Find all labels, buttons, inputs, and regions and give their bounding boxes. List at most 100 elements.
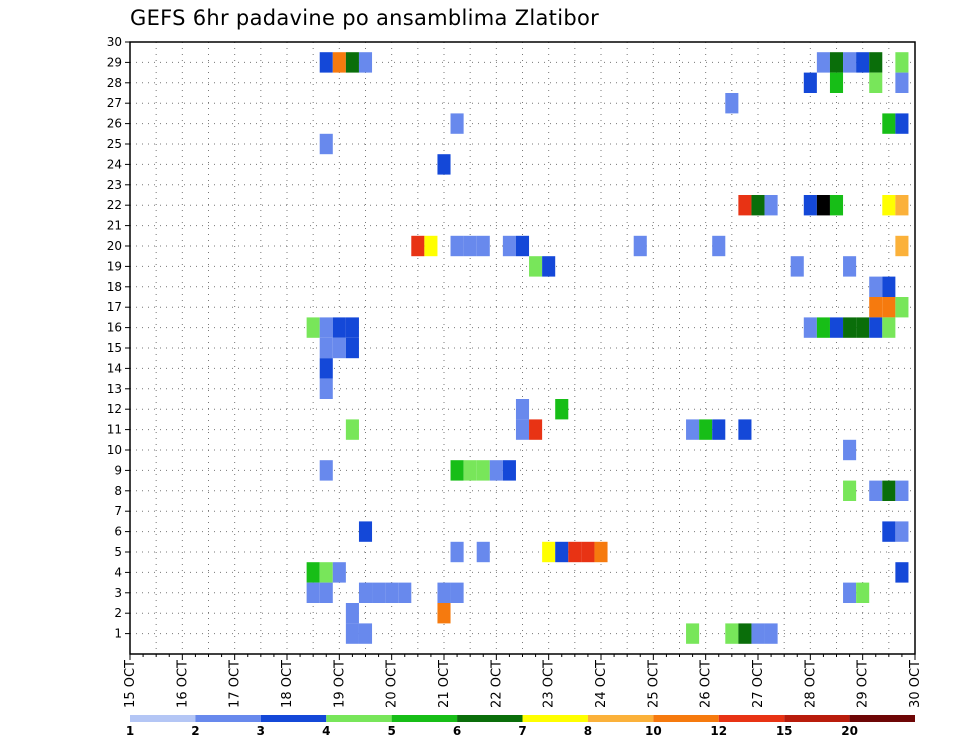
heatmap-cell [358,623,373,644]
heatmap-cell [555,399,569,420]
x-tick-label: 20 OCT [385,660,400,708]
heatmap-cell [856,582,870,603]
legend-color-swatch [718,715,785,722]
heatmap-cell [686,623,700,644]
heatmap-cell [555,541,569,563]
y-tick-label: 26 [107,117,122,131]
y-tick-label: 14 [107,361,122,375]
y-tick-label: 1 [114,627,122,641]
heatmap-cell [895,113,909,134]
x-tick-label: 16 OCT [175,660,190,708]
heatmap-cell [502,235,516,257]
heatmap-cell [843,439,857,461]
heatmap-cell [816,195,830,216]
heatmap-cell [882,480,896,501]
heatmap-cell [594,541,608,563]
heatmap-cell [738,195,752,216]
heatmap-cell [568,541,582,563]
heatmap-cell [319,337,333,359]
x-tick-label: 19 OCT [332,660,347,708]
x-tick-label: 29 OCT [856,660,871,708]
legend-label: 7 [518,724,526,738]
legend-color-swatch [391,715,458,722]
heatmap-cell [450,582,464,603]
heatmap-cell [424,235,438,257]
y-tick-label: 6 [114,525,122,539]
heatmap-cell [542,256,556,277]
heatmap-cell [319,582,333,603]
heatmap-cell [829,317,844,338]
heatmap-cell [319,52,333,73]
heatmap-cell [856,52,870,73]
heatmap-cell [633,235,647,257]
heatmap-cell [869,480,883,501]
heatmap-cell [437,603,451,624]
heatmap-cell [869,297,883,318]
y-tick-label: 28 [107,76,122,90]
heatmap-cell [319,317,333,338]
heatmap-cell [738,623,752,644]
heatmap-cell [345,419,359,440]
heatmap-cell [345,623,359,644]
heatmap-cell [751,195,765,216]
heatmap-cell [319,133,333,155]
heatmap-cell [843,582,857,603]
heatmap-cell [882,276,896,297]
heatmap-cell [515,235,530,257]
cells-layer [306,52,909,644]
legend-label: 1 [126,724,134,738]
y-tick-label: 17 [107,300,122,314]
heatmap-cell [882,113,896,134]
heatmap-cell [712,235,726,257]
colorbar-legend: 1 2 3 4 5 6 7 8 10 12 15 20 [126,715,915,738]
x-tick-label: 15 OCT [123,660,138,708]
heatmap-cell [895,480,909,501]
heatmap-cell [751,623,765,644]
heatmap-cell [476,541,490,563]
legend-label: 5 [387,724,395,738]
heatmap-cell [895,52,909,73]
heatmap-cell [306,562,320,583]
legend-color-swatch [195,715,261,722]
heatmap-cell [332,317,346,338]
x-tick-label: 22 OCT [489,660,504,708]
x-tick-label: 27 OCT [751,660,766,708]
heatmap-cell [450,113,464,134]
heatmap-cell [856,317,870,338]
heatmap-cell [790,256,804,277]
heatmap-cell [895,297,909,318]
y-tick-label: 15 [107,341,122,355]
heatmap-cell [450,541,464,563]
heatmap-cell [319,358,333,379]
heatmap-cell [529,419,543,440]
heatmap-cell [306,317,320,338]
heatmap-cell [686,419,700,440]
x-tick-label: 18 OCT [280,660,295,708]
heatmap-cell [895,72,909,93]
heatmap-cell [699,419,713,440]
y-tick-label: 22 [107,198,122,212]
heatmap-cell [502,460,516,481]
heatmap-cell [843,480,857,501]
heatmap-cell [332,52,346,73]
heatmap-cell [829,52,844,73]
heatmap-cell [398,582,412,603]
heatmap-cell [882,195,896,216]
heatmap-cell [411,235,425,257]
heatmap-cell [345,603,359,624]
heatmap-cell [869,317,883,338]
heatmap-cell [829,195,844,216]
axis-layer: 1234567891011121314151617181920212223242… [107,35,923,708]
legend-color-swatch [653,715,719,722]
heatmap-cell [843,256,857,277]
y-tick-label: 11 [107,423,122,437]
y-tick-label: 18 [107,280,122,294]
y-tick-label: 12 [107,402,122,416]
heatmap-cell [450,460,464,481]
legend-label: 4 [322,724,330,738]
heatmap-cell [489,460,503,481]
y-tick-label: 3 [114,586,122,600]
heatmap-cell [764,623,778,644]
heatmap-cell [332,337,346,359]
